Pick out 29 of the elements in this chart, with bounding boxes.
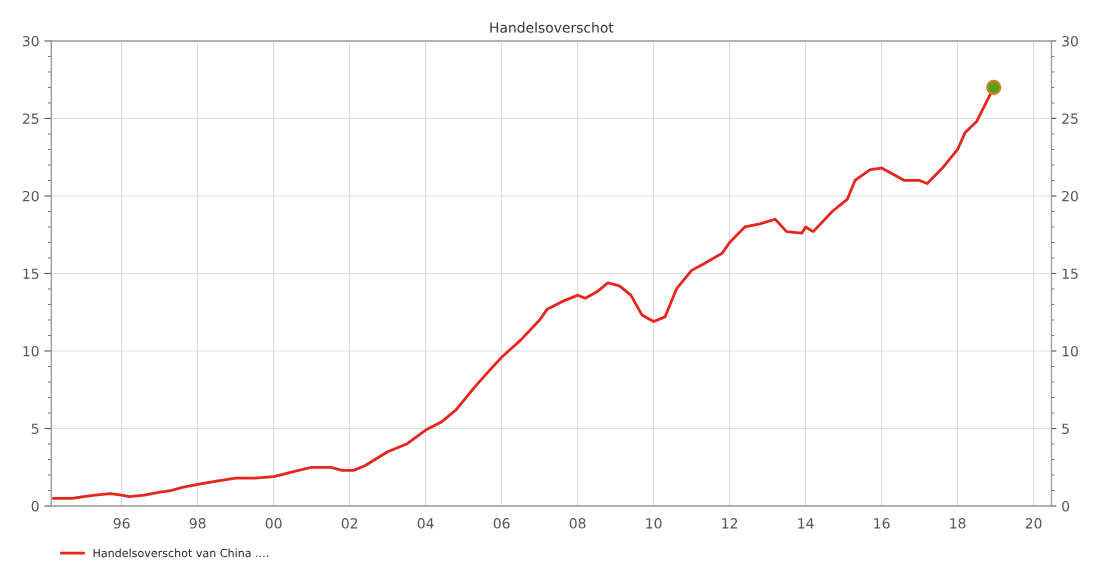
x-tick-label: 02 [341, 518, 358, 529]
y-tick-label: 25 [22, 113, 39, 124]
y-tick-label: 20 [22, 190, 39, 202]
x-tick-label: 06 [493, 518, 510, 529]
x-tick-label: 98 [189, 518, 206, 529]
y-tick-label: 0 [31, 500, 39, 512]
x-tick-label: 08 [569, 518, 586, 529]
y2-tick-label: 30 [1062, 35, 1078, 47]
y2-tick-label: 20 [1062, 190, 1078, 202]
x-tick-label: 10 [646, 518, 662, 529]
x-tick-label: 16 [874, 518, 890, 529]
y2-tick-label: 10 [1062, 345, 1078, 357]
y-tick-label: 30 [22, 35, 39, 47]
x-tick-label: 04 [417, 518, 434, 529]
x-tick-label: 96 [113, 518, 130, 529]
x-tick-label: 18 [950, 518, 966, 529]
x-tick-label: 20 [1025, 518, 1042, 529]
y2-tick-label: 5 [1062, 423, 1069, 434]
x-tick-label: 14 [798, 518, 814, 529]
legend-label: Handelsoverschot van China .... [93, 548, 269, 558]
y-tick-label: 5 [31, 423, 39, 434]
y2-tick-label: 15 [1062, 268, 1078, 279]
x-tick-label: 12 [722, 518, 738, 529]
chart-title: Handelsoverschot [490, 22, 614, 33]
y-tick-label: 10 [23, 345, 39, 357]
y2-tick-label: 25 [1062, 113, 1078, 124]
y2-tick-label: 0 [1062, 500, 1070, 512]
y-tick-label: 15 [23, 268, 39, 279]
x-tick-label: 00 [265, 518, 282, 529]
